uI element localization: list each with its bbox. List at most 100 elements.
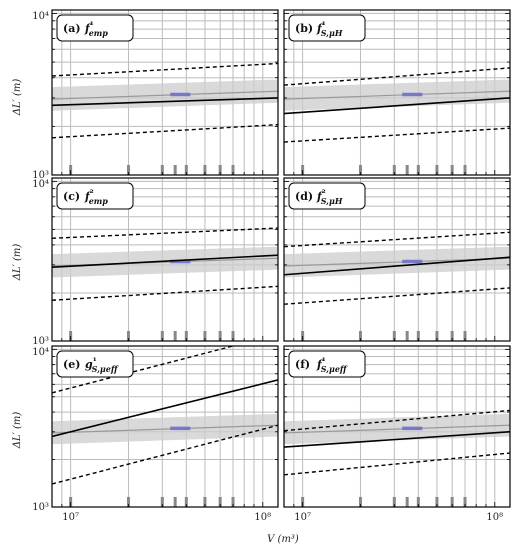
series-fit bbox=[284, 97, 510, 115]
panel-frame bbox=[283, 9, 511, 176]
observation-tick bbox=[218, 165, 222, 175]
panel-label-box bbox=[56, 14, 134, 42]
observation-tick bbox=[126, 497, 130, 507]
reference-center-line bbox=[52, 90, 278, 100]
y-tick-label: 10³ bbox=[32, 336, 49, 347]
panel-title-text: f¹ S,μeff bbox=[316, 357, 348, 374]
reference-center-line bbox=[284, 90, 510, 100]
series-lower-bound bbox=[52, 424, 278, 485]
series-upper-bound bbox=[284, 231, 510, 248]
observation-tick bbox=[463, 331, 467, 341]
panel-title-text: f¹ S,μH bbox=[316, 21, 343, 38]
observation-tick bbox=[416, 331, 420, 341]
panel-e: 10³ 10⁴ 10⁷ 10⁸ (e) g¹ S,μeff bbox=[32, 345, 279, 523]
observation-tick bbox=[173, 497, 177, 507]
y-tick-label: 10⁴ bbox=[32, 179, 49, 190]
observation-tick bbox=[126, 331, 130, 341]
observation-tick bbox=[203, 331, 207, 341]
panel-frame bbox=[51, 345, 279, 508]
x-tick-label: 10⁸ bbox=[254, 512, 271, 523]
observation-tick bbox=[218, 497, 222, 507]
reference-center-line bbox=[284, 424, 510, 434]
panel-frame bbox=[283, 345, 511, 508]
panel-label: (d) bbox=[295, 190, 313, 203]
observation-tick bbox=[405, 497, 409, 507]
panel-label-box bbox=[288, 14, 366, 42]
series-lower-bound bbox=[284, 127, 510, 143]
panel-label-box bbox=[288, 350, 366, 378]
observation-tick bbox=[435, 165, 439, 175]
observation-tick bbox=[435, 331, 439, 341]
y-tick-label: 10³ bbox=[32, 170, 49, 181]
panel-label: (e) bbox=[63, 358, 80, 371]
plot-area bbox=[52, 346, 278, 507]
observation-tick bbox=[231, 331, 235, 341]
observation-tick bbox=[160, 165, 164, 175]
y-axis-label-row-1: ΔL′ (m) bbox=[12, 79, 23, 117]
observation-tick bbox=[231, 165, 235, 175]
observation-tick bbox=[463, 165, 467, 175]
panel-d: (d) f² S,μH bbox=[283, 177, 511, 342]
observation-tick bbox=[126, 165, 130, 175]
x-tick-label: 10⁸ bbox=[486, 512, 503, 523]
plot-area bbox=[52, 10, 278, 175]
panel-frame bbox=[51, 177, 279, 342]
series-upper-bound bbox=[284, 67, 510, 86]
panel-c: 10³ 10⁴ (c) f² emp bbox=[32, 177, 279, 347]
observation-tick bbox=[450, 165, 454, 175]
panel-title-text: g¹ S,μeff bbox=[85, 357, 119, 374]
panel-label-box bbox=[288, 182, 366, 210]
series-fit bbox=[284, 256, 510, 276]
series-lower-bound bbox=[52, 285, 278, 301]
observation-tick bbox=[184, 165, 188, 175]
observation-tick bbox=[218, 331, 222, 341]
observation-tick bbox=[184, 331, 188, 341]
panel-label: (a) bbox=[63, 22, 81, 35]
series-lower-bound bbox=[284, 452, 510, 476]
panel-label: (c) bbox=[63, 190, 80, 203]
series-lower-bound bbox=[52, 123, 278, 139]
y-axis-label-row-3: ΔL′ (m) bbox=[12, 412, 23, 450]
series-fit bbox=[284, 430, 510, 448]
observation-tick bbox=[203, 497, 207, 507]
panel-title-text: f² S,μH bbox=[316, 189, 343, 206]
series-fit bbox=[52, 379, 278, 438]
y-tick-label: 10⁴ bbox=[32, 347, 49, 358]
y-axis-label-row-2: ΔL′ (m) bbox=[12, 244, 23, 282]
series-lower-bound bbox=[284, 287, 510, 305]
panel-label-box bbox=[56, 350, 134, 378]
x-tick-label: 10⁷ bbox=[294, 512, 311, 523]
observation-tick bbox=[405, 331, 409, 341]
observation-tick bbox=[358, 165, 362, 175]
panel-f: 10⁷ 10⁸ (f) f¹ S,μeff bbox=[283, 345, 511, 523]
series-upper-bound bbox=[52, 62, 278, 77]
observation-tick bbox=[463, 497, 467, 507]
observation-tick bbox=[184, 497, 188, 507]
panel-title-text: f² emp bbox=[84, 189, 108, 206]
observation-tick bbox=[450, 497, 454, 507]
series-fit bbox=[52, 97, 278, 107]
observation-tick bbox=[173, 165, 177, 175]
observation-tick bbox=[358, 331, 362, 341]
observation-tick bbox=[435, 497, 439, 507]
observation-tick bbox=[392, 497, 396, 507]
series-upper-bound bbox=[52, 227, 278, 239]
observation-tick bbox=[450, 331, 454, 341]
reference-center-line bbox=[52, 424, 278, 434]
observation-tick bbox=[416, 497, 420, 507]
series-upper-bound bbox=[52, 346, 234, 394]
panel-title-text: f¹ emp bbox=[84, 21, 108, 38]
observation-tick bbox=[160, 331, 164, 341]
observation-tick bbox=[405, 165, 409, 175]
panel-label: (b) bbox=[295, 22, 313, 35]
series-fit bbox=[52, 254, 278, 268]
x-tick-label: 10⁷ bbox=[62, 512, 79, 523]
observation-tick bbox=[203, 165, 207, 175]
observation-tick bbox=[392, 331, 396, 341]
y-tick-label: 10⁴ bbox=[32, 11, 49, 22]
x-axis-label: V (m³) bbox=[267, 534, 299, 545]
y-tick-label: 10³ bbox=[32, 502, 49, 513]
observation-tick bbox=[160, 497, 164, 507]
